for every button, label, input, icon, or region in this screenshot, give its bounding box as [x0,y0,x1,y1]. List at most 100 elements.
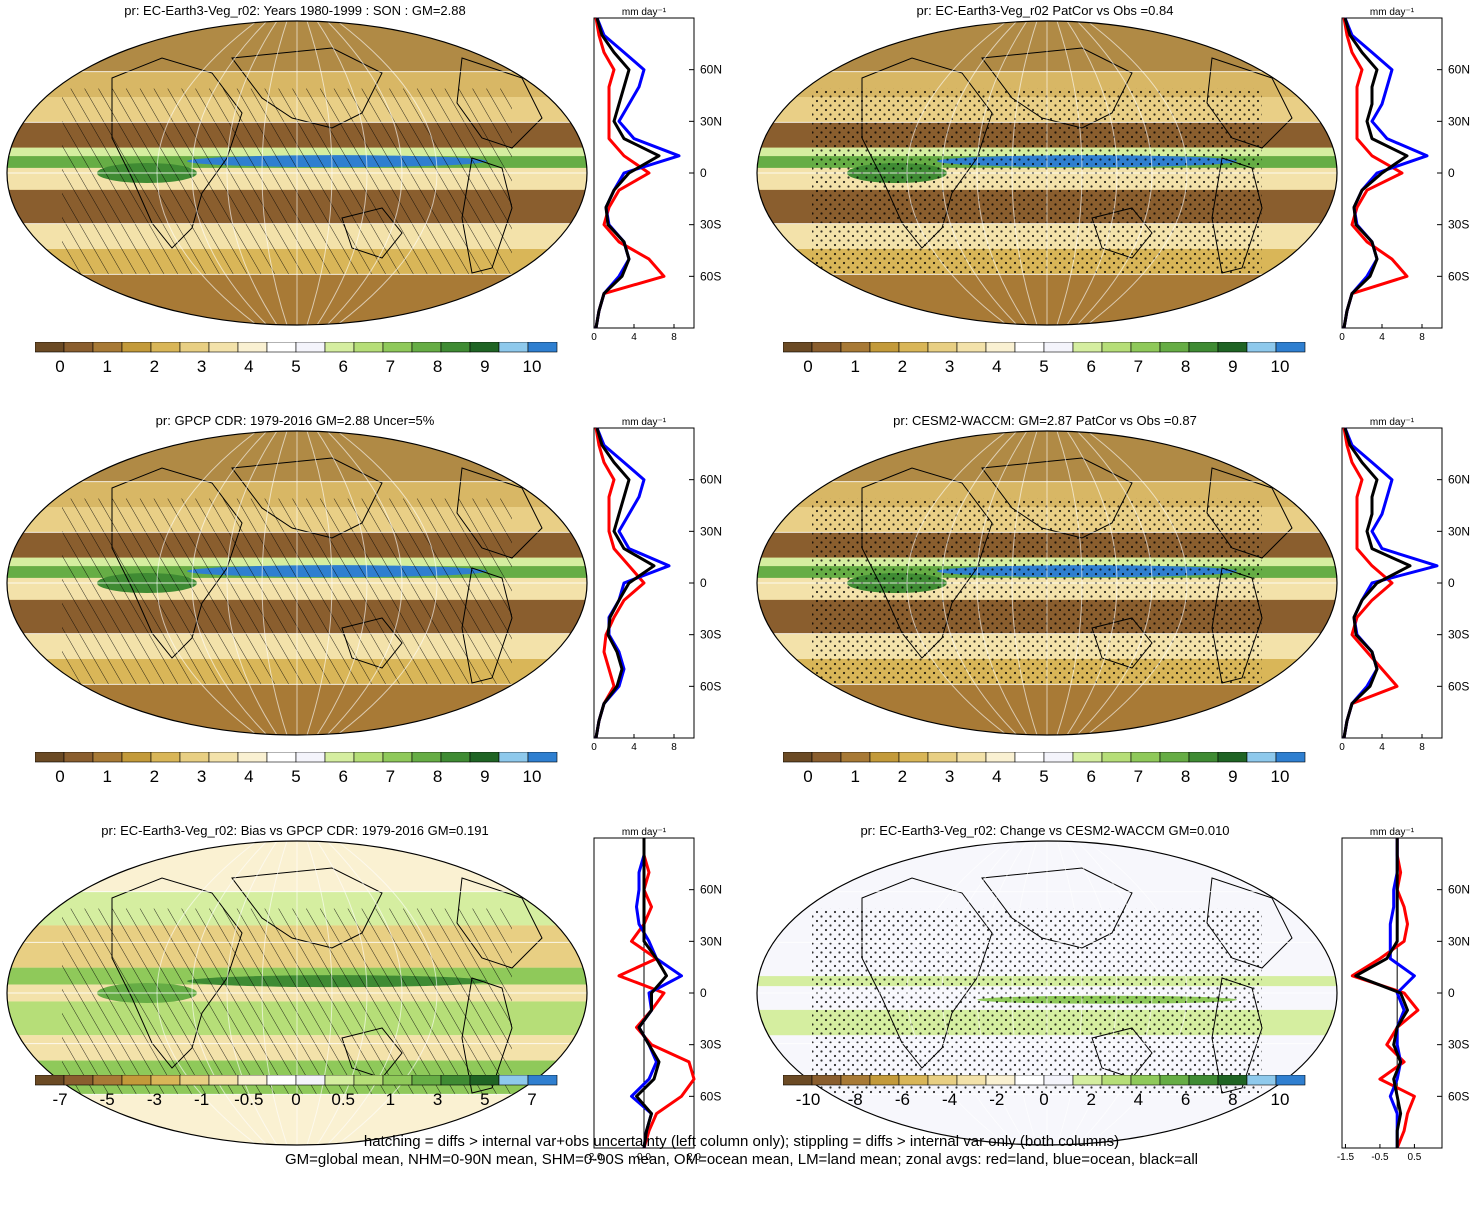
lat-label: 60N [700,473,722,487]
colorbar-tick-label: 0 [1039,1090,1048,1109]
colorbar-tick-label: 9 [1228,357,1237,376]
colorbar-swatch [527,1075,558,1086]
colorbar-tick-label: -6 [895,1090,910,1109]
x-tick-label: -0.5 [1371,1152,1389,1163]
colorbar-p2: 0 1 2 3 4 5 6 7 8 9 10 [783,342,1306,376]
colorbar-swatch [1130,342,1161,353]
colorbar-swatch [1159,1075,1190,1086]
colorbar-tick-label: 6 [1181,1090,1190,1109]
colorbar-p1: 0 1 2 3 4 5 6 7 8 9 10 [35,342,558,376]
zonal-plot-p1: mm day⁻¹ 60N 30N 0 30S 60S 0 4 8 [591,7,722,343]
zonal-line-ocean [1342,17,1429,329]
colorbar-swatch [1043,342,1074,353]
lat-label: 0 [1448,166,1455,180]
colorbar-swatch [411,752,442,763]
colorbar-tick-label: 4 [992,357,1001,376]
colorbar-tick-label: -2 [989,1090,1004,1109]
colorbar-swatch [840,342,871,353]
colorbar-tick-label: 3 [197,767,206,786]
colorbar-swatch [898,342,929,353]
colorbar-swatch [150,342,181,353]
colorbar-swatch [1188,342,1219,353]
colorbar-swatch [179,342,210,353]
colorbar-p4: 0 1 2 3 4 5 6 7 8 9 10 [783,752,1306,786]
colorbar-swatch [150,1075,181,1086]
x-tick-label: -2.0 [585,1152,603,1163]
colorbar-tick-label: 5 [291,357,300,376]
zonal-plot-p4: mm day⁻¹ 60N 30N 0 30S 60S 0 4 8 [1339,417,1470,753]
colorbar-p6: -10 -8 -6 -4 -2 0 2 4 6 8 10 [783,1075,1306,1109]
colorbar-swatch [1159,342,1190,353]
colorbar-tick-label: 9 [1228,767,1237,786]
colorbar-tick-label: 5 [1039,357,1048,376]
colorbar-swatch [1072,1075,1103,1086]
colorbar-tick-label: 2 [898,357,907,376]
colorbar-tick-label: 5 [291,767,300,786]
zonal-plot-p3: mm day⁻¹ 60N 30N 0 30S 60S 0 4 8 [591,417,722,753]
x-tick-label: 4 [1379,332,1385,343]
colorbar-swatch [840,1075,871,1086]
colorbar-swatch [956,752,987,763]
colorbar-swatch [1014,752,1045,763]
colorbar-swatch [840,752,871,763]
colorbar-swatch [35,752,65,763]
colorbar-tick-label: 8 [433,357,442,376]
colorbar-tick-label: 5 [480,1090,489,1109]
colorbar-swatch [498,752,529,763]
colorbar-tick-label: 1 [386,1090,395,1109]
colorbar-tick-label: 9 [480,767,489,786]
colorbar-tick-label: -0.5 [234,1090,263,1109]
colorbar-swatch [353,1075,384,1086]
map-p6 [756,840,1338,1146]
colorbar-tick-label: 0.5 [331,1090,355,1109]
colorbar-swatch [927,342,958,353]
colorbar-tick-label: 0 [55,357,64,376]
colorbar-swatch [1217,752,1248,763]
colorbar-swatch [353,752,384,763]
colorbar-tick-label: 8 [433,767,442,786]
colorbar-swatch [1072,342,1103,353]
x-tick-label: 4 [631,742,637,753]
lat-label: 60S [700,679,721,693]
colorbar-tick-label: 7 [1134,767,1143,786]
colorbar-swatch [295,752,326,763]
colorbar-tick-label: 1 [850,767,859,786]
colorbar-swatch [237,1075,268,1086]
zonal-line-land [1342,427,1399,739]
lat-label: 30S [1448,628,1469,642]
colorbar-swatch [266,1075,297,1086]
colorbar-swatch [927,752,958,763]
colorbar-swatch [35,342,65,353]
lat-label: 30S [1448,1038,1469,1052]
map-title: pr: CESM2-WACCM: GM=2.87 PatCor vs Obs =… [893,413,1197,428]
x-tick-label: 8 [1419,742,1425,753]
colorbar-swatch [1014,1075,1045,1086]
colorbar-swatch [121,752,152,763]
colorbar-tick-label: 10 [1271,767,1290,786]
colorbar-tick-label: 8 [1228,1090,1237,1109]
zonal-units-label: mm day⁻¹ [622,827,667,838]
zonal-units-label: mm day⁻¹ [1370,7,1415,18]
lat-label: 60N [1448,883,1470,897]
colorbar-swatch [783,342,813,353]
x-tick-label: 0.5 [1407,1152,1421,1163]
zonal-line-all [594,17,661,329]
zonal-units-label: mm day⁻¹ [622,7,667,18]
x-tick-label: 0 [591,742,597,753]
colorbar-tick-label: 7 [1134,357,1143,376]
colorbar-tick-label: -3 [147,1090,162,1109]
lat-label: 30S [700,628,721,642]
colorbar-tick-label: 1 [850,357,859,376]
colorbar-swatch [1188,752,1219,763]
colorbar-tick-label: 3 [197,357,206,376]
x-tick-label: 0 [591,332,597,343]
colorbar-swatch [411,342,442,353]
zonal-line-ocean [594,427,671,739]
colorbar-tick-label: 8 [1181,767,1190,786]
colorbar-swatch [266,752,297,763]
lat-label: 30N [1448,524,1470,538]
colorbar-swatch [208,342,239,353]
colorbar-swatch [179,1075,210,1086]
colorbar-tick-label: 3 [433,1090,442,1109]
colorbar-swatch [1275,752,1306,763]
